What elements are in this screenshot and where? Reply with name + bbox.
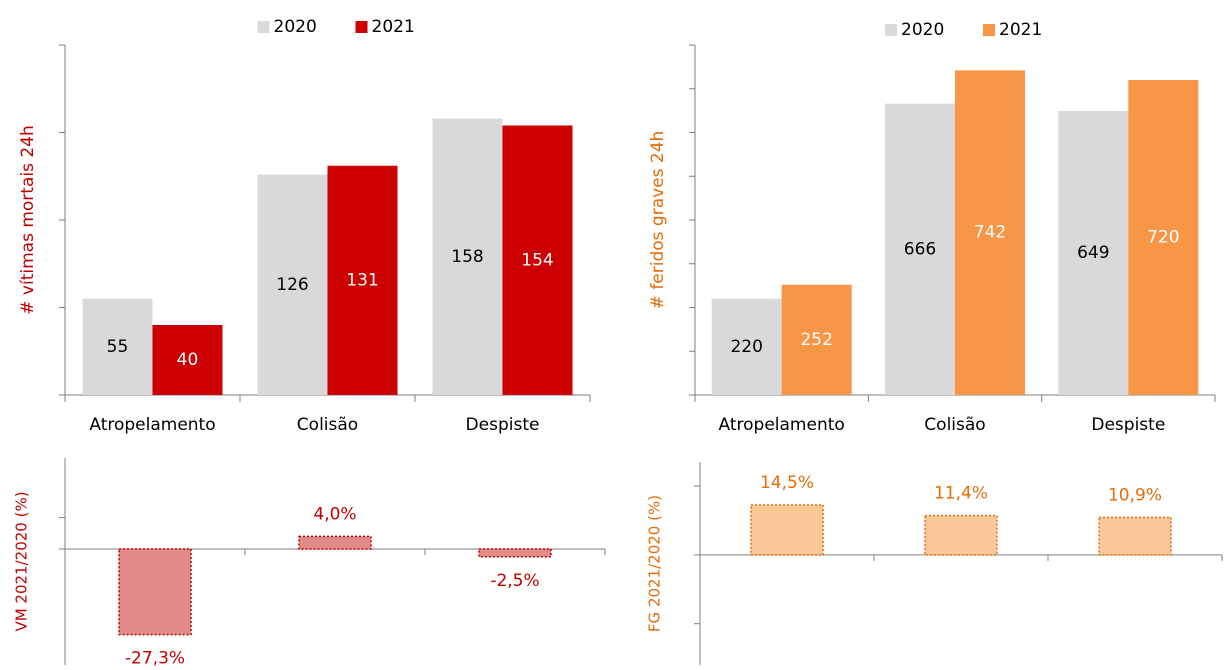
bar	[432, 118, 503, 395]
bar-label: 4,0%	[313, 504, 356, 524]
bar-label: 10,9%	[1108, 485, 1162, 505]
legend-swatch	[885, 24, 897, 36]
bar-label: 252	[800, 330, 832, 350]
bar	[152, 325, 223, 395]
legend-swatch	[983, 24, 995, 36]
legend-label: 2021	[999, 20, 1042, 40]
bar	[257, 174, 328, 395]
bar-label: 666	[904, 239, 936, 259]
bar-label: 40	[177, 350, 199, 370]
bar	[1098, 516, 1172, 556]
bar	[1128, 80, 1199, 395]
bar-label: -2,5%	[490, 571, 539, 591]
bar-label: -27,3%	[125, 649, 185, 669]
x-tick-label: Atropelamento	[89, 415, 215, 435]
legend-swatch	[257, 21, 270, 33]
bar-label: 131	[346, 270, 378, 290]
bar	[711, 298, 782, 395]
bar	[1058, 111, 1129, 395]
legend-label: 2020	[274, 17, 317, 37]
y-axis-title: FG 2021/2020 (%)	[646, 495, 664, 632]
bar	[955, 70, 1025, 395]
legend-label: 2021	[372, 17, 415, 37]
x-tick-label: Atropelamento	[719, 415, 845, 435]
bar-label: 55	[107, 337, 129, 357]
bar	[502, 125, 573, 395]
bar-label: 720	[1147, 228, 1179, 248]
bar	[885, 103, 955, 395]
legend-label: 2020	[901, 20, 944, 40]
bar	[781, 284, 852, 395]
x-tick-label: Colisão	[297, 415, 358, 435]
bar-label: 649	[1077, 243, 1109, 263]
bar-label: 14,5%	[760, 473, 814, 493]
bar-label: 154	[521, 250, 553, 270]
bar-label: 126	[276, 275, 308, 295]
bar	[750, 504, 824, 556]
bar-label: 220	[730, 337, 762, 357]
x-tick-label: Despiste	[466, 415, 540, 435]
x-tick-label: Despiste	[1091, 415, 1165, 435]
y-axis-title: # vítimas mortais 24h	[18, 125, 38, 314]
bar	[82, 298, 153, 395]
bar	[118, 548, 192, 636]
bar-label: 742	[974, 223, 1006, 243]
bar-label: 11,4%	[934, 484, 988, 504]
bar	[478, 548, 552, 558]
legend-swatch	[355, 21, 368, 33]
bar	[298, 535, 372, 550]
bar-label: 158	[451, 247, 483, 267]
y-axis-title: # feridos graves 24h	[648, 131, 668, 310]
bar	[327, 165, 398, 395]
x-tick-label: Colisão	[924, 415, 985, 435]
bar	[924, 514, 998, 556]
y-axis-title: VM 2021/2020 (%)	[13, 491, 31, 631]
